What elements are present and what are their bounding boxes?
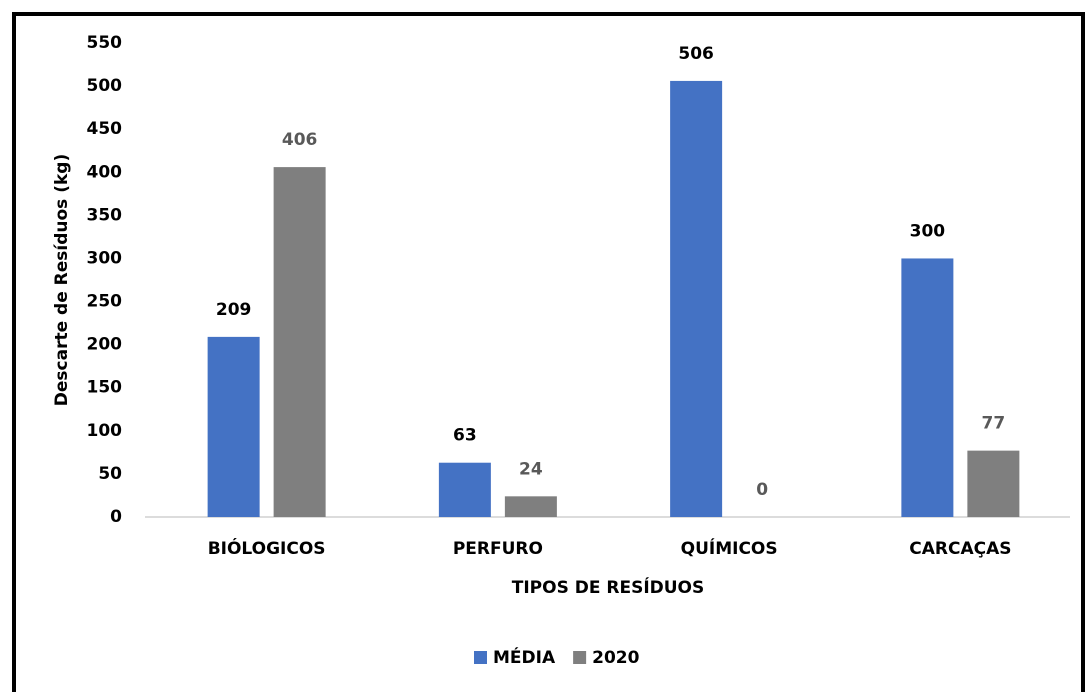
x-tick-label: BIÓLOGICOS — [208, 537, 326, 559]
bar — [967, 450, 1020, 517]
x-tick-label: PERFURO — [453, 539, 543, 559]
legend-swatch — [474, 651, 487, 664]
value-label: 209 — [216, 300, 252, 320]
value-label: 406 — [282, 130, 318, 150]
y-tick-label: 0 — [110, 507, 122, 527]
y-tick-label: 50 — [98, 464, 122, 484]
bar — [438, 462, 491, 517]
bar — [207, 336, 260, 517]
legend-label: MÉDIA — [493, 646, 556, 668]
y-tick-label: 500 — [87, 76, 123, 96]
value-label: 63 — [453, 426, 477, 446]
y-tick-label: 200 — [87, 335, 123, 355]
y-tick-label: 250 — [87, 292, 123, 312]
legend-swatch — [573, 651, 587, 664]
x-tick-label: CARCAÇAS — [909, 539, 1011, 559]
legend-label: 2020 — [592, 648, 639, 668]
bar — [670, 80, 723, 518]
value-label: 506 — [678, 44, 714, 64]
x-axis-label: TIPOS DE RESÍDUOS — [512, 576, 705, 598]
frame — [12, 12, 1085, 692]
value-label: 300 — [910, 221, 946, 241]
bar — [273, 167, 326, 518]
y-tick-label: 150 — [87, 378, 123, 398]
bar — [901, 258, 954, 517]
y-tick-label: 300 — [87, 248, 123, 268]
y-tick-label: 350 — [87, 205, 123, 225]
y-tick-label: 450 — [87, 119, 123, 139]
x-tick-label: QUÍMICOS — [681, 537, 778, 559]
value-label: 24 — [519, 459, 543, 479]
bar — [504, 496, 557, 517]
y-tick-label: 550 — [87, 33, 123, 53]
value-label: 0 — [756, 480, 768, 500]
y-tick-label: 100 — [87, 421, 123, 441]
value-label: 77 — [982, 414, 1006, 434]
y-tick-label: 400 — [87, 162, 123, 182]
y-axis-label: Descarte de Resíduos (kg) — [52, 154, 72, 406]
